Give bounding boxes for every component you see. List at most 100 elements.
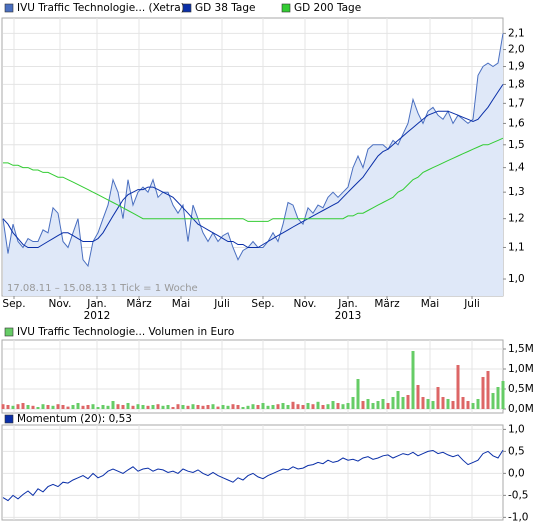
volume-bar	[121, 405, 125, 409]
volume-bar	[46, 405, 50, 409]
volume-bar	[271, 405, 275, 409]
volume-bar	[81, 405, 85, 409]
volume-bar	[386, 403, 390, 409]
volume-bar	[131, 405, 135, 409]
volume-bar	[86, 405, 90, 409]
legend-label: IVU Traffic Technologie... (Xetra)	[17, 2, 185, 14]
y-tick-label: 1,5	[508, 139, 525, 151]
legend-swatch	[4, 3, 14, 13]
volume-bar	[56, 404, 60, 409]
y-tick-label: 1,8	[508, 78, 525, 90]
y-tick-label: 1,2	[508, 213, 525, 225]
volume-bar	[381, 399, 385, 409]
legend-label: GD 200 Tage	[294, 2, 361, 14]
y-tick-label: 1,6	[508, 117, 525, 129]
volume-bar	[376, 401, 380, 409]
volume-bar	[256, 405, 260, 409]
volume-bar	[446, 399, 450, 409]
volume-bar	[246, 405, 250, 409]
volume-bar	[6, 405, 10, 409]
volume-bar	[401, 397, 405, 409]
volume-bar	[111, 401, 115, 409]
volume-bar	[206, 405, 210, 409]
volume-bar	[186, 405, 190, 409]
x-tick-label: März	[374, 298, 400, 310]
volume-bar	[146, 405, 150, 409]
volume-bar	[21, 403, 25, 409]
y-tick-label: 0,0M	[508, 403, 534, 415]
volume-bar	[31, 405, 35, 409]
volume-bar	[71, 405, 75, 409]
plot-frame	[1, 424, 504, 521]
x-tick-label: Jan.	[86, 298, 107, 310]
y-tick-label: 1,0	[508, 423, 525, 435]
price-area	[3, 33, 503, 297]
volume-bar	[391, 397, 395, 409]
y-tick-label: 1,5M	[508, 343, 534, 355]
x-tick-label: Jan.	[337, 298, 358, 310]
y-tick-label: 2,1	[508, 27, 525, 39]
x-tick-label: Mai	[421, 298, 439, 310]
volume-bar	[266, 405, 270, 409]
y-tick-label: 0,0	[508, 467, 525, 479]
y-tick-label: 1,4	[508, 162, 525, 174]
volume-bar	[321, 405, 325, 409]
volume-bar	[216, 406, 220, 409]
series-line	[2, 449, 504, 502]
volume-bar	[416, 385, 420, 409]
volume-bar	[231, 404, 235, 409]
y-tick-label: -0,5	[508, 489, 529, 501]
volume-bar	[1, 404, 5, 409]
series-line	[2, 84, 504, 248]
y-tick-label: 1,0	[508, 273, 525, 285]
legend-swatch	[4, 414, 14, 424]
x-tick-label: Sep.	[251, 298, 274, 310]
volume-bar	[336, 403, 340, 409]
volume-bar	[221, 405, 225, 409]
volume-bar	[36, 407, 40, 409]
x-tick-label: Juli	[213, 298, 230, 310]
volume-bar	[456, 365, 460, 409]
volume-bar	[166, 405, 170, 409]
volume-bar	[176, 404, 180, 409]
legend-swatch	[4, 327, 14, 337]
volume-bar	[481, 377, 485, 409]
volume-bar	[466, 401, 470, 409]
volume-bar	[341, 404, 345, 409]
volume-bar	[191, 404, 195, 409]
legend-swatch	[281, 3, 291, 13]
volume-bar	[151, 405, 155, 409]
volume-bar	[451, 401, 455, 409]
range-note: 17.08.11 – 15.08.13 1 Tick = 1 Woche	[7, 283, 198, 294]
y-tick-label: 0,5M	[508, 383, 534, 395]
volume-bar	[491, 393, 495, 409]
volume-bar	[436, 387, 440, 409]
volume-bar	[261, 403, 265, 409]
volume-bar	[91, 404, 95, 409]
volume-bar	[96, 407, 100, 409]
volume-bar	[141, 405, 145, 409]
y-tick-label: 0,5	[508, 445, 525, 457]
y-tick-label: -1,0	[508, 511, 529, 523]
legend-label: GD 38 Tage	[195, 2, 256, 14]
volume-bar	[196, 405, 200, 409]
volume-bar	[426, 399, 430, 409]
volume-bar	[286, 405, 290, 409]
volume-bar	[461, 397, 465, 409]
volume-bar	[281, 403, 285, 409]
volume-bar	[326, 404, 330, 409]
year-label: 2012	[84, 310, 111, 322]
volume-bar	[501, 381, 505, 409]
x-tick-label: Sep.	[2, 298, 25, 310]
y-tick-label: 1,9	[508, 61, 525, 73]
volume-bar	[311, 404, 315, 409]
volume-bar	[61, 405, 65, 409]
volume-bar	[211, 404, 215, 409]
volume-bar	[181, 405, 185, 409]
volume-bar	[421, 397, 425, 409]
volume-bar	[106, 405, 110, 409]
volume-bar	[251, 404, 255, 409]
volume-bar	[306, 403, 310, 409]
volume-bar	[346, 403, 350, 409]
